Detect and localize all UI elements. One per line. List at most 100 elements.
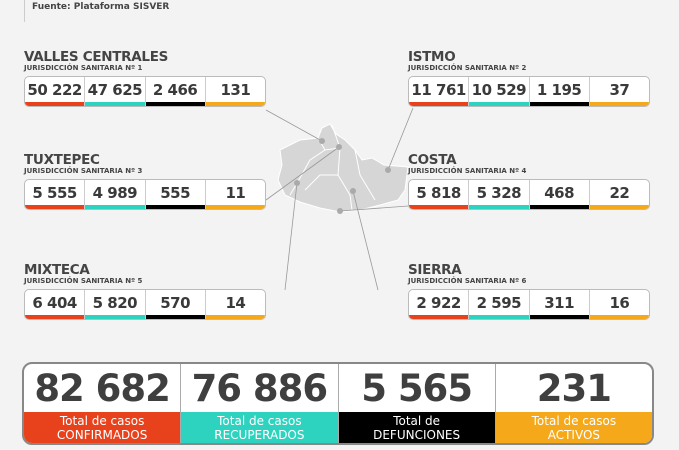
total-label: Total de casos RECUPERADOS [181,412,338,443]
region-card: VALLES CENTRALES JURISDICCIÓN SANITARIA N… [24,50,266,107]
label-line1: Total de casos [59,413,145,428]
stat-color-bar [205,102,265,106]
stat-color-bar [589,205,649,209]
region-subtitle: JURISDICCIÓN SANITARIA Nº 6 [408,277,527,285]
totals-panel: 82 682 Total de casos CONFIRMADOS 76 886 To… [22,362,654,445]
stat-color-bar [529,205,589,209]
stat-value: 37 [609,80,630,99]
region-stats: 2 922 2 595 311 16 [408,289,650,320]
stat-color-bar [589,315,649,319]
total-label: Total de DEFUNCIONES [338,412,495,443]
label-line1: Total de [393,413,441,428]
stat-value: 2 595 [476,293,522,312]
total-active: 231 Total de casos ACTIVOS [495,364,652,443]
stat-value: 6 404 [32,293,77,312]
total-value: 76 886 [191,366,329,410]
stat-color-bar [85,102,145,106]
stat-color-bar [529,102,589,106]
stat-value: 11 761 [411,80,466,99]
stat-color-bar [205,315,265,319]
region-stat: 468 [529,180,590,209]
region-stat: 2 466 [145,77,206,106]
region-card: ISTMO JURISDICCIÓN SANITARIA Nº 2 11 761 10… [408,50,650,107]
stat-value: 555 [160,183,191,202]
region-stat: 2 922 [409,290,470,319]
total-value: 5 565 [361,366,473,410]
region-name: VALLES CENTRALES [24,49,169,65]
region-stats: 6 404 5 820 570 14 [24,289,266,320]
stat-color-bar [589,102,649,106]
stat-value: 2 466 [152,80,198,99]
stat-value: 50 222 [27,80,82,99]
region-subtitle: JURISDICCIÓN SANITARIA Nº 1 [24,64,143,72]
region-stats: 11 761 10 529 1 195 37 [408,76,650,107]
region-stat: 5 820 [85,290,146,319]
region-stat: 47 625 [85,77,146,106]
region-name: MIXTECA [24,262,90,278]
region-stat: 2 595 [469,290,530,319]
stat-color-bar [85,205,145,209]
total-confirmed: 82 682 Total de casos CONFIRMADOS [24,364,182,443]
stat-color-bar [469,205,529,209]
region-stat: 5 818 [409,180,470,209]
total-deaths: 5 565 Total de DEFUNCIONES [338,364,496,443]
region-stat: 6 404 [25,290,86,319]
stat-value: 14 [225,293,246,312]
stat-value: 570 [160,293,191,312]
region-subtitle: JURISDICCIÓN SANITARIA Nº 4 [408,167,527,175]
stat-value: 5 820 [92,293,138,312]
stat-color-bar [25,102,85,106]
region-card: TUXTEPEC JURISDICCIÓN SANITARIA Nº 3 5 555… [24,153,266,210]
region-name: COSTA [408,152,457,168]
region-stat: 11 [205,180,265,209]
region-subtitle: JURISDICCIÓN SANITARIA Nº 2 [408,64,527,72]
region-stat: 311 [529,290,590,319]
region-stat: 16 [589,290,649,319]
stat-value: 131 [220,80,251,99]
label-line1: Total de casos [217,413,302,428]
region-stat: 11 761 [409,77,470,106]
stat-value: 10 529 [471,80,527,99]
region-card: MIXTECA JURISDICCIÓN SANITARIA Nº 5 6 404 5… [24,263,266,320]
label-line2: DEFUNCIONES [373,427,461,442]
stat-color-bar [409,315,469,319]
region-stat: 131 [205,77,265,106]
stat-color-bar [469,102,529,106]
region-name: TUXTEPEC [24,152,100,168]
label-line2: ACTIVOS [547,427,601,442]
region-stat: 5 328 [469,180,530,209]
label-line2: CONFIRMADOS [56,427,148,442]
stat-value: 16 [609,293,630,312]
region-name: ISTMO [408,49,456,65]
region-borders [289,124,376,211]
stat-color-bar [85,315,145,319]
stat-color-bar [145,205,205,209]
region-stat: 50 222 [25,77,86,106]
region-dots [294,138,391,214]
stat-value: 5 818 [416,183,461,202]
stat-value: 47 625 [87,80,143,99]
region-subtitle: JURISDICCIÓN SANITARIA Nº 5 [24,277,143,285]
total-label: Total de casos CONFIRMADOS [24,412,181,443]
region-stats: 50 222 47 625 2 466 131 [24,76,266,107]
stat-color-bar [145,102,205,106]
stat-value: 4 989 [92,183,138,202]
label-line1: Total de casos [531,413,617,428]
region-stat: 14 [205,290,265,319]
region-stat: 10 529 [469,77,530,106]
stat-color-bar [205,205,265,209]
total-recovered: 76 886 Total de casos RECUPERADOS [181,364,339,443]
region-stat: 22 [589,180,649,209]
stat-color-bar [145,315,205,319]
region-card: COSTA JURISDICCIÓN SANITARIA Nº 4 5 818 5 3… [408,153,650,210]
stat-value: 2 922 [416,293,461,312]
source-text: Fuente: Plataforma SISVER [32,2,170,12]
stat-color-bar [409,205,469,209]
region-stat: 570 [145,290,206,319]
stat-color-bar [469,315,529,319]
stat-color-bar [529,315,589,319]
region-stat: 555 [145,180,206,209]
region-stat: 37 [589,77,649,106]
region-stat: 5 555 [25,180,86,209]
